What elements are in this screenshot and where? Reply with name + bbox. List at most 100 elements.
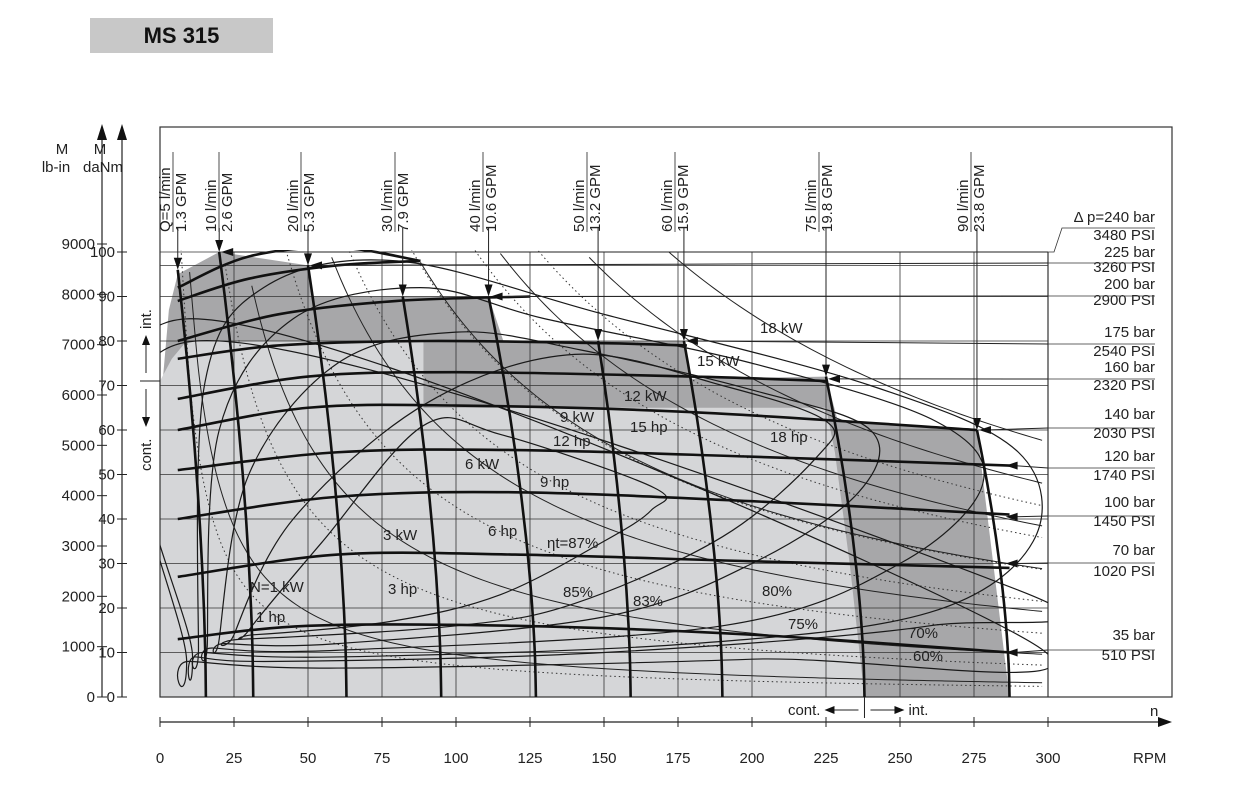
pressure-label-bar: 120 bar	[1104, 448, 1155, 465]
y-tick-label-lbin: 3000	[62, 538, 95, 555]
power-hp-label: 15 hp	[630, 419, 668, 436]
y-axis-lbin-label: M	[56, 141, 69, 158]
efficiency-label: 83%	[633, 593, 663, 610]
pressure-curve	[177, 403, 978, 432]
pressure-curve	[177, 259, 421, 303]
flow-label: 60 l/min 15.9 GPM	[659, 152, 692, 232]
pressure-curve	[177, 295, 531, 343]
flow-label-gpm: 19.8 GPM	[819, 164, 836, 232]
flow-label: 90 l/min 23.8 GPM	[955, 152, 988, 232]
pressure-label-psi: 3260 PSI	[1093, 259, 1155, 276]
flow-label-gpm: 7.9 GPM	[395, 173, 412, 232]
arrow-up-icon	[117, 124, 127, 140]
y-tick-label-lbin: 2000	[62, 588, 95, 605]
power-curve-hp	[474, 250, 1043, 539]
efficiency-contour	[160, 318, 1048, 688]
x-tick-label: 125	[517, 750, 542, 767]
pressure-arrow-line	[1013, 515, 1049, 518]
x-tick-label: 0	[156, 750, 164, 767]
flow-label: 20 l/min 5.3 GPM	[285, 152, 318, 232]
pressure-curve	[177, 551, 1010, 579]
flow-label-lpm: 90 l/min	[955, 179, 972, 232]
power-curve-hp	[224, 264, 1043, 666]
flow-label-gpm: 5.3 GPM	[301, 173, 318, 232]
flow-label-lpm: 10 l/min	[203, 179, 220, 232]
x-tick-label: 150	[591, 750, 616, 767]
plot-curves	[160, 250, 1048, 697]
arrow-left-icon	[1005, 648, 1018, 657]
arrow-left-icon	[1005, 512, 1018, 521]
flow-label-gpm: 1.3 GPM	[173, 173, 190, 232]
y-tick-label-lbin: 1000	[62, 639, 95, 656]
pressure-label-psi: 2320 PSI	[1093, 377, 1155, 394]
pressure-label-bar: 140 bar	[1104, 406, 1155, 423]
pressure-label-psi: 1020 PSI	[1093, 563, 1155, 580]
arrow-down-icon	[484, 284, 493, 297]
pressure-label-psi: 1450 PSI	[1093, 513, 1155, 530]
y-tick-label-lbin: 9000	[62, 236, 95, 253]
efficiency-label: 60%	[913, 648, 943, 665]
flow-label-gpm: 13.2 GPM	[587, 164, 604, 232]
flow-curve	[596, 340, 632, 697]
power-curve-kw	[189, 271, 1043, 684]
flow-label-lpm: 50 l/min	[571, 179, 588, 232]
flow-label: Q=5 l/min 1.3 GPM	[157, 152, 190, 232]
power-kw-label: 18 kW	[760, 320, 803, 337]
arrow-down-icon	[215, 240, 224, 252]
arrow-up-icon	[142, 335, 150, 346]
power-curve-hp	[180, 250, 1043, 687]
flow-curve	[975, 429, 1011, 697]
x-tick-label: 275	[961, 750, 986, 767]
power-hp-label: 3 hp	[388, 581, 417, 598]
x-axis-label: n	[1150, 703, 1158, 720]
x-tick-label: 50	[300, 750, 317, 767]
flow-curve	[824, 376, 866, 697]
arrow-down-icon	[594, 329, 603, 341]
y-tick-label-lbin: 6000	[62, 387, 95, 404]
arrow-down-icon	[972, 418, 981, 430]
arrow-right-icon	[894, 706, 905, 714]
x-tick-label: 100	[443, 750, 468, 767]
x-tick-label: 75	[374, 750, 391, 767]
power-kw-label: N=1 kW	[250, 579, 305, 596]
pressure-label-bar: 160 bar	[1104, 359, 1155, 376]
x-tick-label: 250	[887, 750, 912, 767]
power-hp-label: 9 hp	[540, 474, 569, 491]
arrow-left-icon	[824, 706, 835, 714]
x-tick-label: 200	[739, 750, 764, 767]
y-tick-label-lbin: 0	[87, 689, 95, 706]
flow-label: 75 l/min 19.8 GPM	[803, 152, 836, 232]
y-tick-label-danm: 70	[98, 378, 115, 395]
pressure-arrow-line	[1013, 649, 1049, 653]
efficiency-contour	[200, 286, 985, 662]
x-tick-label: 25	[226, 750, 243, 767]
flow-curve	[401, 296, 443, 697]
flow-label-gpm: 23.8 GPM	[971, 164, 988, 232]
pressure-label-bar: 35 bar	[1112, 627, 1155, 644]
arrow-left-icon	[490, 292, 503, 301]
arrow-down-icon	[142, 417, 150, 428]
y-tick-label-lbin: 7000	[62, 337, 95, 354]
y-tick-label-danm: 60	[98, 422, 115, 439]
pressure-label-bar: 200 bar	[1104, 276, 1155, 293]
y-tick-label-danm: 80	[98, 333, 115, 350]
arrow-down-icon	[679, 329, 688, 341]
power-kw-label: 9 kW	[560, 409, 595, 426]
pressure-curve	[177, 370, 827, 401]
flow-label: 30 l/min 7.9 GPM	[379, 152, 412, 232]
power-hp-label: 18 hp	[770, 429, 808, 446]
efficiency-label: 80%	[762, 583, 792, 600]
power-kw-label: 12 kW	[624, 388, 667, 405]
y-tick-label-danm: 10	[98, 645, 115, 662]
arrow-right-icon	[1158, 717, 1172, 727]
efficiency-label: ηt=87%	[547, 535, 598, 552]
y-tick-label-danm: 40	[98, 511, 115, 528]
arrow-left-icon	[685, 337, 698, 345]
y-tick-label-lbin: 8000	[62, 286, 95, 303]
pressure-curve	[177, 490, 1010, 521]
arrow-down-icon	[398, 284, 407, 297]
power-hp-label: 6 hp	[488, 523, 517, 540]
flow-label-lpm: 40 l/min	[467, 179, 484, 232]
